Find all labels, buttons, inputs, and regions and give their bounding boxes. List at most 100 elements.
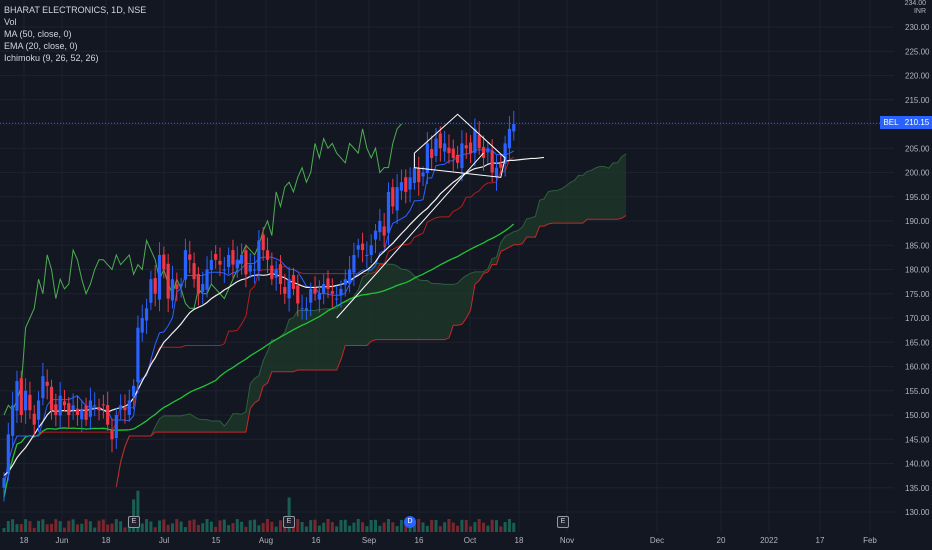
candle-body [214, 253, 218, 260]
candle-body [101, 404, 105, 406]
volume-legend[interactable]: Vol [4, 17, 17, 27]
candle-body [503, 143, 507, 164]
price-axis: 130.00 135.00 140.00 145.00 150.00 155.00 160.… [905, 23, 930, 517]
candle-body [490, 150, 494, 173]
price-tick-label: 195.00 [905, 193, 930, 202]
candle-body [499, 163, 503, 168]
ma-legend[interactable]: MA (50, close, 0) [4, 29, 72, 39]
volume-bar [382, 522, 386, 532]
ichimoku-legend[interactable]: Ichimoku (9, 26, 52, 26) [4, 53, 99, 63]
candle-body [309, 288, 313, 303]
candle-body [140, 318, 144, 333]
price-tick-label: 225.00 [905, 47, 930, 56]
candle-body [365, 254, 369, 256]
candle-body [477, 134, 481, 149]
volume-bar [322, 522, 326, 532]
time-tick-label: 17 [816, 536, 825, 545]
candle-body [244, 250, 248, 275]
price-tick-label: 140.00 [905, 460, 930, 469]
candle-body [443, 143, 447, 152]
volume-bar [11, 519, 15, 532]
volume-bar [119, 521, 123, 532]
candle-body [430, 149, 434, 158]
price-tick-label: 160.00 [905, 363, 930, 372]
candle-body [326, 278, 330, 289]
volume-bar [218, 520, 222, 532]
earnings-marker[interactable]: E [283, 516, 295, 528]
triangle-pattern [413, 113, 506, 178]
leading-span-a [115, 153, 627, 487]
candle-body [386, 191, 391, 233]
candle-body [291, 275, 296, 289]
volume-bar [192, 519, 196, 532]
candle-body [330, 291, 334, 294]
volume-bar [93, 527, 97, 532]
ticker-tag: BEL [880, 116, 902, 129]
candle-body [456, 154, 460, 163]
volume-bar [339, 520, 343, 532]
candle-body [343, 279, 347, 285]
volume-bar [62, 527, 66, 532]
volume-bar [84, 519, 88, 532]
time-tick-label: 15 [212, 536, 221, 545]
volume-bar [313, 519, 317, 532]
grid [0, 0, 894, 532]
volume-bar [6, 520, 10, 532]
candle-body [317, 293, 321, 300]
candle-body [183, 250, 188, 280]
candle-body [54, 404, 58, 415]
dividend-marker[interactable]: D [404, 516, 416, 528]
candle-body [114, 415, 118, 438]
candle-body [481, 147, 486, 158]
volume-bar [175, 519, 179, 532]
candle-body [36, 400, 41, 420]
volume-bar [253, 519, 257, 532]
candle-body [88, 400, 92, 417]
candle-body [123, 407, 127, 411]
candle-body [62, 401, 67, 406]
price-tick-label: 135.00 [905, 484, 930, 493]
time-tick-label: Dec [650, 536, 664, 545]
candle-body [179, 284, 183, 286]
candle-body [67, 403, 71, 415]
volume-bar [88, 521, 92, 532]
candle-body [132, 385, 136, 397]
candle-body [313, 288, 317, 294]
candle-body [110, 430, 114, 440]
ema-legend[interactable]: EMA (20, close, 0) [4, 41, 78, 51]
volume-bar [32, 527, 36, 532]
candle-body [235, 259, 239, 269]
earnings-marker[interactable]: E [557, 516, 569, 528]
volume-bar [248, 520, 252, 532]
volume-bar [67, 520, 71, 532]
price-tick-label: 205.00 [905, 144, 930, 153]
symbol-title[interactable]: BHARAT ELECTRONICS, 1D, NSE [4, 5, 147, 15]
candle-body [412, 167, 416, 183]
candle-body [356, 245, 360, 250]
candle-body [93, 405, 97, 407]
pattern-drawings [336, 113, 506, 319]
earnings-marker[interactable]: E [128, 516, 140, 528]
time-tick-label: Feb [863, 536, 877, 545]
volume-bar [54, 519, 58, 532]
candle-body [335, 298, 339, 300]
candle-body [127, 400, 131, 415]
candle-body [209, 259, 213, 270]
candle-body [15, 381, 19, 411]
volume-bar [356, 519, 360, 532]
volume-bar [101, 519, 105, 532]
candle-body [222, 269, 226, 271]
volume-bar [71, 519, 75, 532]
candle-body [283, 287, 287, 294]
candle-body [287, 279, 291, 299]
candle-body [257, 240, 261, 271]
candle-body [170, 279, 175, 301]
candle-body [19, 378, 23, 415]
candle-body [304, 308, 308, 311]
volume-bar [140, 523, 144, 532]
currency-label: 234.00 INR [905, 0, 926, 16]
price-tick-label: 170.00 [905, 314, 930, 323]
volume-bar [386, 519, 390, 532]
volume-bar [278, 520, 282, 532]
